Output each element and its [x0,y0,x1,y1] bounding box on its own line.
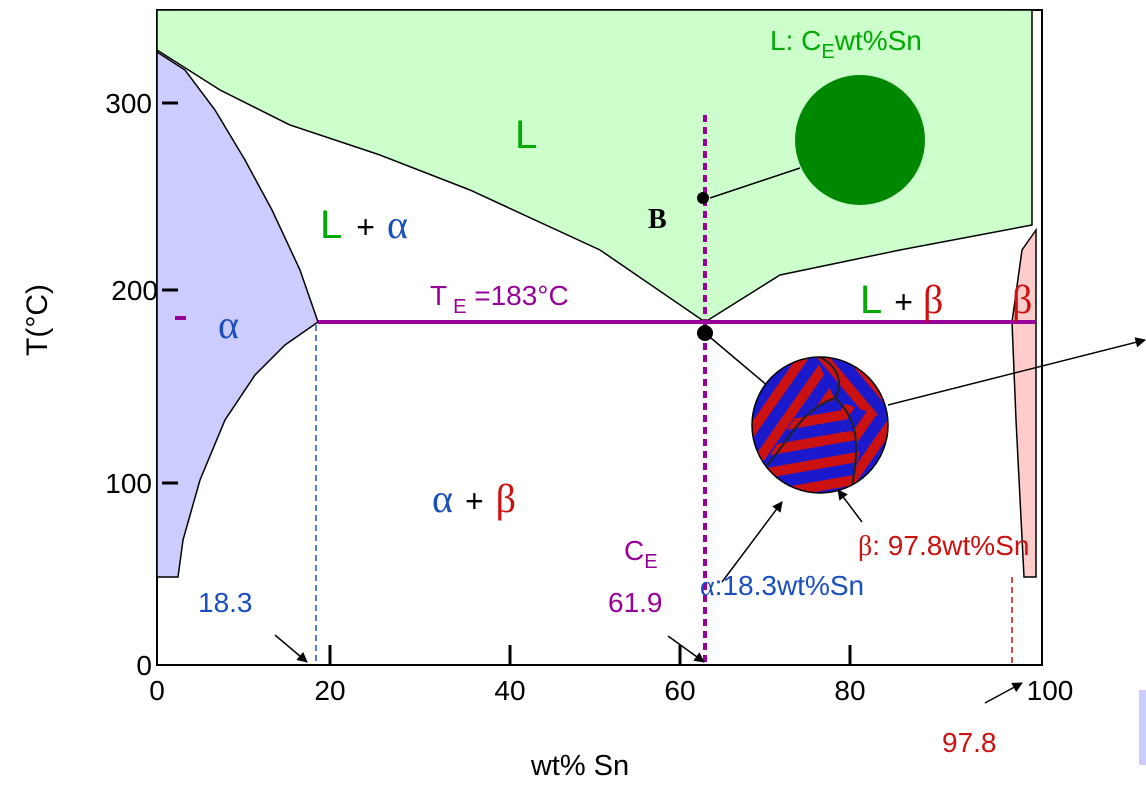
beta-composition: β: 97.8wt%Sn [858,530,1029,562]
alpha-composition: α:18.3wt%Sn [700,570,864,602]
text: β [858,531,872,562]
text: β [923,277,943,322]
x-tick-label: 60 [664,675,695,706]
point-label: B [648,204,667,235]
text: wt%Sn [834,25,922,56]
phase-diagram: 0 20 40 60 80 100 0 100 200 300 wt% Sn T… [0,0,1146,786]
text: C [624,535,644,566]
text: + [894,284,913,320]
x-axis-label: wt% Sn [530,750,629,782]
text: L [860,278,882,322]
text: L [320,203,342,247]
text: T [430,280,447,311]
liquid-grain [795,75,925,205]
region-label: L + β [860,277,943,322]
text: :18.3wt%Sn [715,570,864,601]
region-label: β [1012,277,1032,322]
eutectic-point [697,325,713,341]
ce-value: 61.9 [608,587,663,618]
text: + [356,209,375,245]
text: α [387,202,408,247]
point-b [697,192,709,204]
text: α [432,476,453,521]
x-tick-label: 20 [314,675,345,706]
x-tick-label: 40 [494,675,525,706]
subscript: E [453,296,466,318]
y-tick-label: 0 [136,650,152,681]
subscript: E [821,41,834,63]
region-label: L + α [320,202,408,247]
region-label: L [515,113,537,157]
y-tick-label: 100 [105,468,152,499]
page: {"axes": {"x_label": "wt% Sn", "y_label"… [0,0,1146,786]
subscript: E [644,551,657,573]
text: β [496,476,516,521]
text: α [700,571,715,602]
x-tick-label: 100 [1027,675,1074,706]
text: : 97.8wt%Sn [872,530,1029,561]
text: L: C [770,25,821,56]
text: + [465,483,484,519]
region-label: α + β [432,476,516,521]
alpha-limit: 18.3 [198,587,253,618]
region-label: α [218,302,239,347]
beta-limit: 97.8 [942,727,997,758]
y-tick-label: 300 [105,88,152,119]
text: =183°C [466,280,568,311]
x-tick-label: 80 [834,675,865,706]
y-tick-label: 200 [111,275,158,306]
side-box [1139,690,1146,765]
y-axis-label: T(°C) [21,284,54,356]
